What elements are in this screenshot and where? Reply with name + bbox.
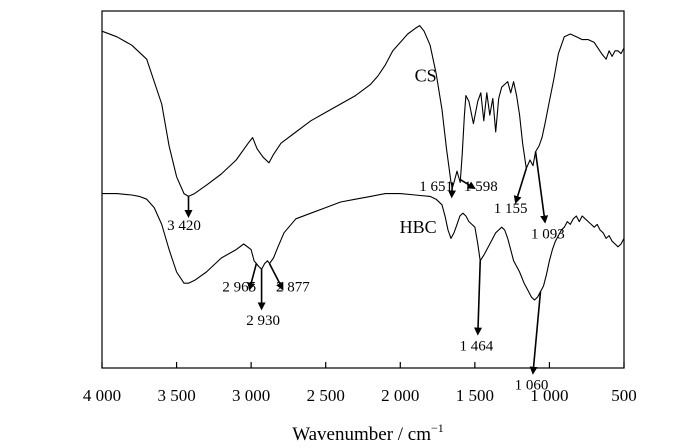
peak-label: 1 464 — [459, 338, 493, 354]
x-tick-label: 2 500 — [307, 386, 345, 405]
series-line-cs — [101, 25, 625, 197]
peak-label: 1 155 — [494, 201, 528, 217]
peak-arrow — [529, 291, 542, 375]
peak-arrow — [513, 168, 528, 204]
peak-label: 2 930 — [246, 313, 280, 329]
x-tick-label: 4 000 — [83, 386, 121, 405]
x-axis-ticks: 4 000 3 500 3 000 2 500 2 000 1 500 1 000 500 — [83, 362, 637, 405]
x-axis-title: Wavenumber / cm−1 — [292, 421, 444, 445]
peak-arrow — [534, 151, 549, 224]
peak-label: 1 598 — [464, 179, 498, 195]
peak-label: 1 060 — [515, 378, 549, 394]
peak-arrow — [268, 263, 284, 291]
x-tick-label: 3 500 — [157, 386, 195, 405]
x-tick-label: 1 500 — [456, 386, 494, 405]
series-label: HBC — [400, 217, 437, 237]
peak-arrow — [474, 260, 483, 336]
peak-label: 2 877 — [276, 280, 310, 296]
peak-label: 2 965 — [222, 280, 256, 296]
x-tick-label: 2 000 — [381, 386, 419, 405]
x-tick-label: 500 — [611, 386, 637, 405]
x-tick-label: 1 000 — [530, 386, 568, 405]
peak-arrow — [247, 263, 258, 291]
series-line-hbc — [102, 193, 625, 301]
peak-arrow — [459, 178, 476, 190]
peak-label: 3 420 — [167, 218, 201, 234]
x-tick-label: 3 000 — [232, 386, 270, 405]
peak-label: 1 651 — [419, 179, 453, 195]
series-layer — [101, 25, 625, 301]
series-label: CS — [415, 66, 437, 86]
peak-arrow — [447, 182, 456, 199]
peak-label: 1 093 — [531, 226, 565, 242]
plot-frame — [101, 10, 625, 369]
